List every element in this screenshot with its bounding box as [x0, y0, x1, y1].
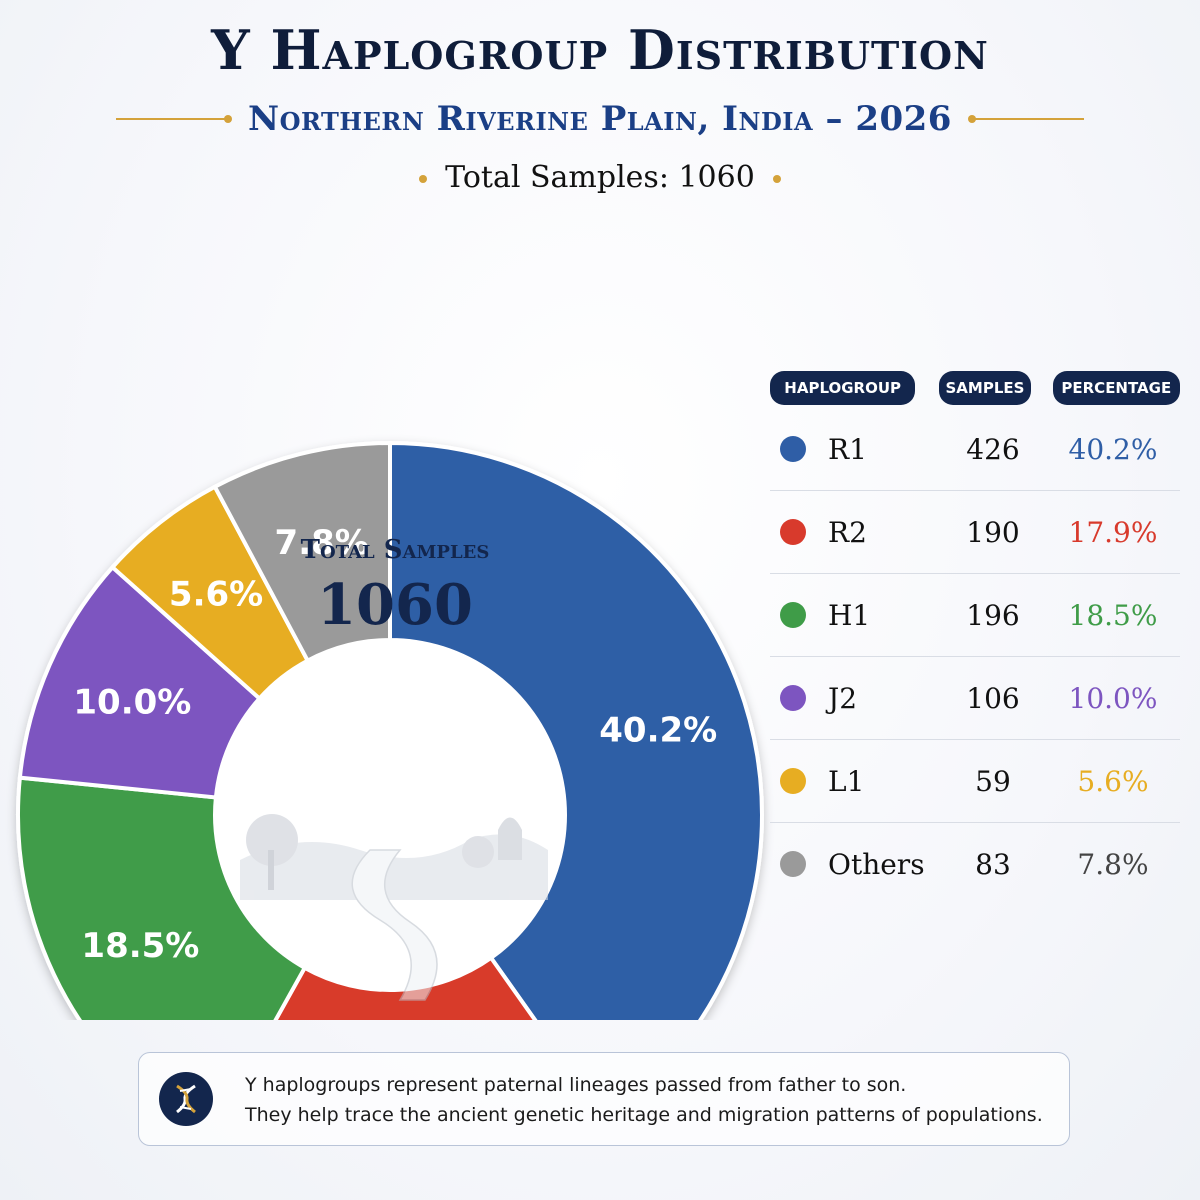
percentage-value: 5.6%: [1077, 764, 1149, 798]
legend-row-j2: J2 106 10.0%: [770, 657, 1180, 740]
legend-row-h1: H1 196 18.5%: [770, 574, 1180, 657]
center-total-value: 1060: [317, 572, 473, 638]
percentage-value: 17.9%: [1068, 515, 1158, 549]
donut-chart: 40.2%17.9%18.5%10.0%5.6%7.8%: [16, 440, 764, 1020]
note-line-1: Y haplogroups represent paternal lineage…: [245, 1074, 907, 1096]
slice-label-j2: 10.0%: [73, 683, 191, 723]
chart-title: Y Haplogroup Distribution: [211, 18, 989, 82]
haplogroup-name: J2: [828, 681, 858, 715]
others-color-dot: [780, 851, 806, 877]
legend-table: HAPLOGROUP SAMPLES PERCENTAGE R1 426 40.…: [770, 368, 1180, 905]
percentage-value: 10.0%: [1068, 681, 1158, 715]
slice-label-l1: 5.6%: [169, 575, 263, 615]
subtitle-row: Northern Riverine Plain, India – 2026: [0, 94, 1200, 144]
haplogroup-name: Others: [828, 847, 925, 881]
slice-label-group: 40.2%17.9%18.5%10.0%5.6%7.8%: [73, 523, 717, 966]
sample-count: 83: [975, 847, 1011, 881]
sample-count: 59: [975, 764, 1011, 798]
header-haplogroup: HAPLOGROUP: [770, 371, 916, 405]
haplogroup-name: H1: [828, 598, 871, 632]
legend-row-r1: R1 426 40.2%: [770, 408, 1180, 491]
sample-count: 426: [966, 432, 1020, 466]
decorative-rule-right: [967, 115, 1084, 123]
r1-color-dot: [780, 436, 806, 462]
percentage-value: 18.5%: [1068, 598, 1158, 632]
sample-count: 190: [966, 515, 1020, 549]
haplogroup-name: R2: [828, 515, 867, 549]
haplogroup-name: R1: [828, 432, 867, 466]
chart-subtitle: Northern Riverine Plain, India – 2026: [248, 99, 952, 139]
river-landscape-icon: [240, 814, 548, 1001]
j2-color-dot: [780, 685, 806, 711]
slice-label-r1: 40.2%: [599, 711, 717, 751]
sample-count: 106: [966, 681, 1020, 715]
legend-row-others: Others 83 7.8%: [770, 823, 1180, 905]
slice-label-h1: 18.5%: [81, 926, 199, 966]
legend-header-row: HAPLOGROUP SAMPLES PERCENTAGE: [770, 368, 1180, 408]
r2-color-dot: [780, 519, 806, 545]
info-note-text: Y haplogroups represent paternal lineage…: [245, 1070, 1055, 1130]
legend-row-l1: L1 59 5.6%: [770, 740, 1180, 823]
haplogroup-name: L1: [828, 764, 865, 798]
donut-hole: [215, 640, 565, 990]
dna-icon: [159, 1072, 213, 1126]
h1-color-dot: [780, 602, 806, 628]
gold-dot-icon: [772, 175, 781, 183]
legend-rows: R1 426 40.2% R2 190 17.9% H1 196 18.5% J…: [770, 408, 1180, 905]
sample-count: 196: [966, 598, 1020, 632]
legend-row-r2: R2 190 17.9%: [770, 491, 1180, 574]
l1-color-dot: [780, 768, 806, 794]
header-percentage: PERCENTAGE: [1052, 371, 1180, 405]
gold-dot-icon: [419, 175, 428, 183]
note-line-2: They help trace the ancient genetic heri…: [245, 1104, 1043, 1126]
decorative-rule-left: [116, 115, 233, 123]
total-samples-heading: Total Samples: 1060: [0, 160, 1200, 195]
slice-label-others: 7.8%: [275, 523, 369, 563]
percentage-value: 7.8%: [1077, 847, 1149, 881]
center-total-label: Total Samples: [300, 535, 490, 565]
total-samples-text: Total Samples: 1060: [445, 160, 755, 195]
info-note-box: Y haplogroups represent paternal lineage…: [138, 1052, 1070, 1146]
header-samples: SAMPLES: [939, 371, 1031, 405]
percentage-value: 40.2%: [1068, 432, 1158, 466]
